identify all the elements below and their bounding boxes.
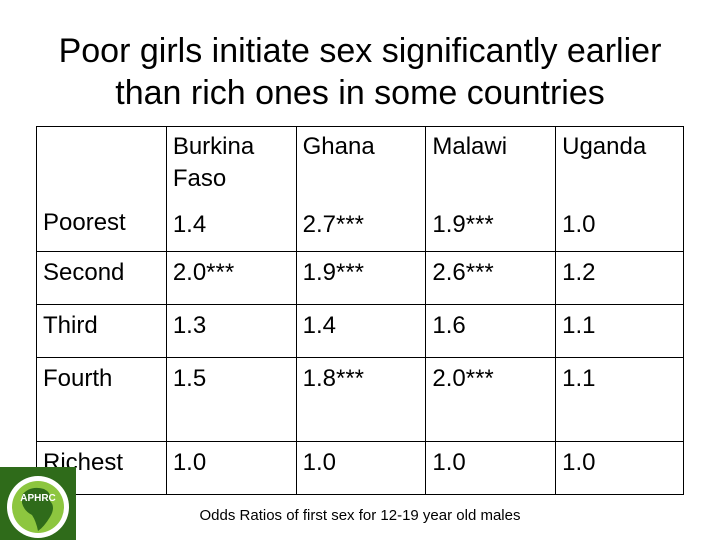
table-cell: Uganda 1.0 [555,126,684,252]
table-row-poorest: Poorest Burkina Faso 1.4 Ghana 2.7*** Ma… [36,126,684,252]
africa-map-icon [22,487,53,531]
cell-value: 1.9*** [432,211,494,238]
odds-ratio-table: Poorest Burkina Faso 1.4 Ghana 2.7*** Ma… [36,126,684,495]
column-header-burkina-faso: Burkina Faso [173,131,290,195]
slide-title: Poor girls initiate sex significantly ea… [0,30,720,114]
table-row-third: Third 1.3 1.4 1.6 1.1 [36,304,684,358]
cell-value: 1.5 [165,357,297,442]
cell-value: 1.9*** [295,251,427,305]
column-header-uganda: Uganda [562,133,647,160]
cell-value: 2.6*** [425,251,557,305]
cell-value: 1.0 [562,211,596,238]
cell-value: 1.0 [425,441,557,495]
row-label: Third [36,304,167,358]
table-cell: Malawi 1.9*** [425,126,557,252]
column-header-ghana: Ghana [302,133,375,160]
cell-value: 2.0*** [425,357,557,442]
cell-value: 2.0*** [165,251,297,305]
logo-text: APHRC [20,493,56,504]
table-cell: Burkina Faso 1.4 [165,126,297,252]
table-footnote: Odds Ratios of first sex for 12-19 year … [199,507,521,524]
row-label-cell: Poorest [36,126,167,252]
cell-value: 1.6 [425,304,557,358]
cell-value: 1.0 [295,441,427,495]
table-row-second: Second 2.0*** 1.9*** 2.6*** 1.2 [36,251,684,305]
table-row-richest: Richest 1.0 1.0 1.0 1.0 [36,441,684,495]
column-header-malawi: Malawi [432,133,508,160]
column-header-line: Burkina [172,133,255,160]
row-label: Second [36,251,167,305]
table-cell: Ghana 2.7*** [295,126,427,252]
row-label: Poorest [43,209,126,236]
cell-value: 1.0 [555,441,684,495]
cell-value: 1.3 [165,304,297,358]
cell-value: 1.2 [555,251,684,305]
cell-value: 1.1 [555,357,684,442]
cell-value: 1.8*** [295,357,427,442]
aphrc-logo: APHRC [0,467,76,540]
cell-value: 2.7*** [302,211,364,238]
title-line-2: than rich ones in some countries [115,74,605,112]
row-label: Fourth [36,357,167,442]
cell-value: 1.4 [295,304,427,358]
table-row-fourth: Fourth 1.5 1.8*** 2.0*** 1.1 [36,357,684,442]
column-header-line: Faso [172,165,227,192]
cell-value: 1.4 [172,211,207,238]
cell-value: 1.1 [555,304,684,358]
cell-value: 1.0 [165,441,297,495]
title-line-1: Poor girls initiate sex significantly ea… [58,32,662,70]
